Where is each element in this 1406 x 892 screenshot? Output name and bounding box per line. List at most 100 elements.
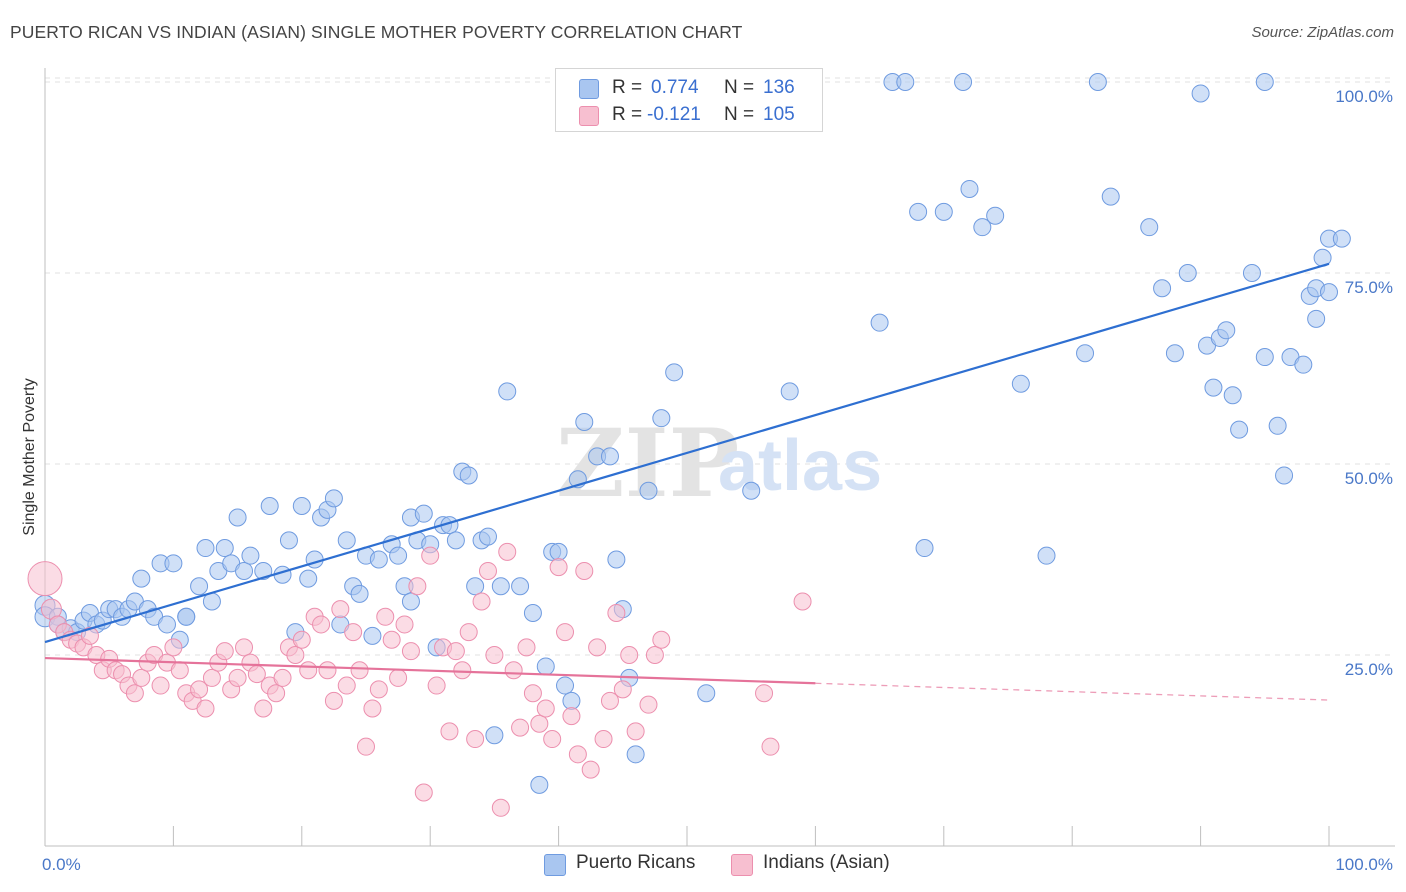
legend-r-value: 0.774 — [651, 77, 699, 98]
point-puerto-ricans — [1242, 264, 1261, 282]
point-puerto-ricans — [575, 412, 594, 431]
point-indians — [267, 684, 286, 703]
point-indians — [491, 798, 510, 817]
x-tick-label-max: 100.0% — [1335, 855, 1393, 874]
legend-n-label: N = — [724, 104, 755, 125]
point-indians — [761, 737, 780, 756]
point-puerto-ricans — [466, 577, 485, 596]
point-indians — [132, 668, 151, 687]
point-puerto-ricans — [132, 569, 151, 588]
point-indians — [151, 676, 170, 695]
point-puerto-ricans — [292, 497, 311, 516]
legend-n-label: N = — [724, 77, 755, 98]
point-puerto-ricans — [196, 539, 215, 558]
point-puerto-ricans — [523, 603, 542, 622]
point-puerto-ricans — [1101, 187, 1120, 206]
point-indians — [408, 577, 427, 596]
point-puerto-ricans — [491, 577, 510, 596]
point-puerto-ricans — [190, 577, 209, 596]
legend-r-label: R = — [612, 77, 643, 98]
point-puerto-ricans — [530, 775, 549, 794]
point-puerto-ricans — [1255, 348, 1274, 367]
point-puerto-ricans — [934, 202, 953, 221]
point-puerto-ricans — [986, 206, 1005, 225]
point-indians — [543, 730, 562, 749]
point-indians — [530, 714, 549, 733]
point-puerto-ricans — [954, 73, 973, 91]
point-puerto-ricans — [1307, 309, 1326, 328]
point-indians — [27, 561, 63, 597]
point-indians — [376, 607, 395, 626]
point-indians — [626, 722, 645, 741]
point-puerto-ricans — [1217, 321, 1236, 340]
point-puerto-ricans — [1294, 355, 1313, 374]
point-indians — [254, 699, 273, 718]
point-puerto-ricans — [1320, 283, 1338, 302]
point-indians — [478, 561, 497, 580]
point-indians — [549, 558, 568, 577]
point-puerto-ricans — [960, 179, 979, 198]
point-indians — [523, 684, 542, 703]
point-indians — [652, 630, 671, 649]
bottom-legend-label: Puerto Ricans — [576, 852, 696, 873]
point-indians — [645, 646, 664, 664]
point-puerto-ricans — [549, 542, 568, 561]
point-puerto-ricans — [870, 313, 889, 332]
point-indians — [324, 691, 343, 710]
trend-lines — [44, 262, 1330, 701]
point-indians — [286, 646, 305, 664]
point-indians — [453, 661, 472, 680]
point-puerto-ricans — [459, 466, 478, 485]
point-indians — [357, 737, 375, 756]
watermark: ZIP atlas — [556, 409, 882, 519]
point-indians — [613, 680, 632, 699]
point-indians — [273, 668, 292, 687]
point-indians — [485, 646, 504, 664]
point-indians — [620, 646, 639, 664]
y-tick-label: 75.0% — [1345, 278, 1393, 297]
point-indians — [556, 623, 575, 642]
point-indians — [568, 745, 587, 764]
point-puerto-ricans — [915, 539, 934, 558]
point-puerto-ricans — [1178, 264, 1197, 282]
x-tick-label-min: 0.0% — [42, 855, 81, 874]
point-puerto-ricans — [1230, 420, 1249, 439]
point-indians — [562, 707, 581, 726]
y-tick-label: 50.0% — [1345, 469, 1393, 488]
point-puerto-ricans — [1268, 416, 1287, 435]
point-indians — [421, 546, 440, 565]
point-indians — [498, 542, 517, 561]
point-puerto-ricans — [909, 202, 928, 221]
point-puerto-ricans — [896, 73, 915, 91]
axes — [44, 68, 1395, 847]
point-puerto-ricans — [639, 481, 658, 500]
point-puerto-ricans — [164, 554, 183, 573]
point-indians — [511, 718, 530, 737]
point-indians — [312, 615, 331, 634]
point-indians — [337, 676, 356, 695]
point-indians — [331, 600, 350, 619]
point-indians — [414, 783, 433, 802]
point-indians — [389, 668, 408, 687]
point-indians — [299, 661, 318, 680]
point-indians — [344, 623, 363, 642]
point-puerto-ricans — [1037, 546, 1056, 565]
point-indians — [517, 638, 536, 657]
stats-legend: R = 0.774 N = 136 R = -0.121 N = 105 — [555, 68, 823, 132]
point-puerto-ricans — [215, 539, 234, 558]
point-indians — [363, 699, 382, 718]
point-puerto-ricans — [1275, 466, 1294, 485]
point-puerto-ricans — [1011, 374, 1030, 393]
legend-row-puerto-ricans: R = 0.774 N = 136 — [556, 75, 822, 101]
point-puerto-ricans — [742, 481, 761, 500]
point-indians — [793, 592, 812, 611]
trend-line-1 — [44, 656, 816, 685]
trend-line-extension-1 — [815, 682, 1330, 701]
point-puerto-ricans — [324, 489, 343, 508]
watermark-atlas: atlas — [718, 426, 882, 506]
point-puerto-ricans — [157, 615, 176, 634]
legend-n-value: 136 — [763, 77, 795, 98]
point-puerto-ricans — [1332, 229, 1351, 248]
point-puerto-ricans — [1140, 218, 1159, 237]
y-tick-label: 25.0% — [1345, 660, 1393, 679]
